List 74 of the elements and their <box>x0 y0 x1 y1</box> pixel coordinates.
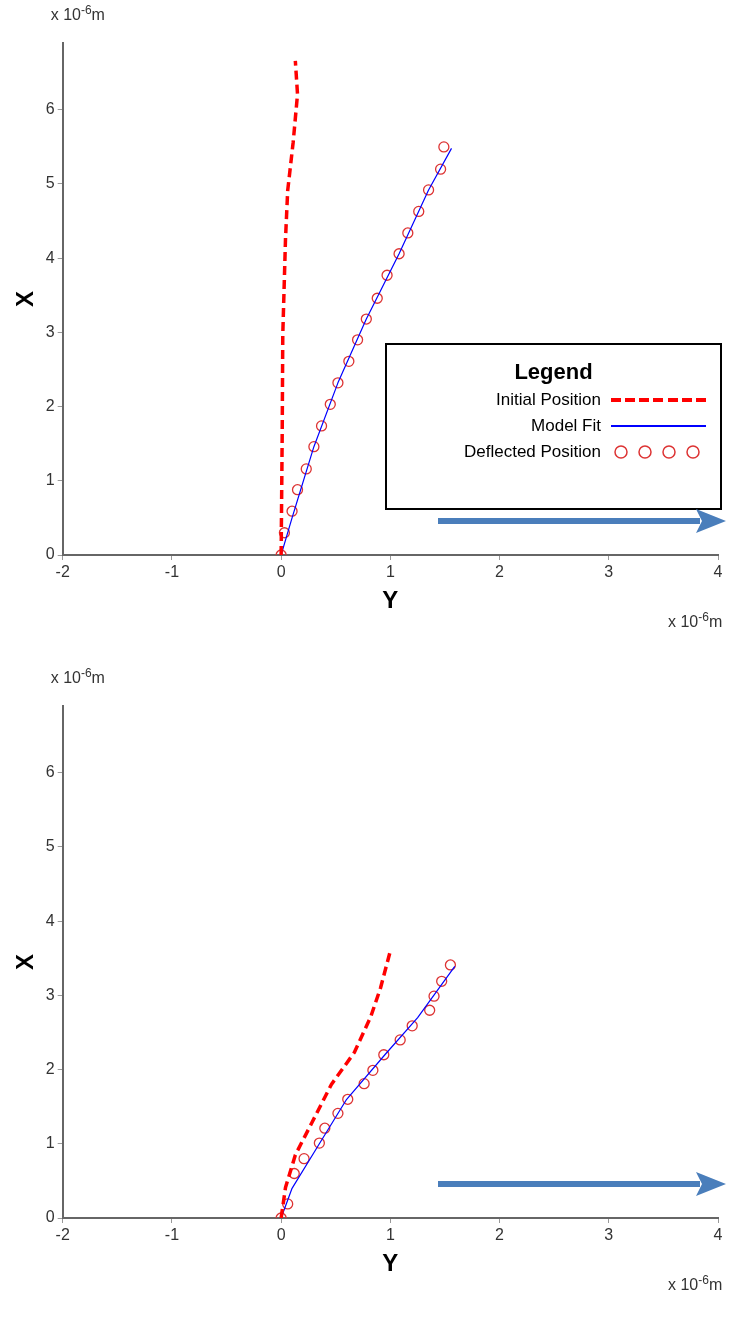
text: x 10$^{-6}$m <box>50 666 105 688</box>
point <box>371 292 383 304</box>
legend-label: Model Fit <box>531 416 601 436</box>
x-tick-label: 0 <box>276 563 286 581</box>
point <box>444 959 457 971</box>
y-tick-label: 3 <box>45 322 55 340</box>
legend-title: Legend <box>513 359 594 385</box>
y-tick-label: 0 <box>45 1208 55 1226</box>
x-tick-label: 4 <box>713 1226 723 1244</box>
point <box>286 505 298 517</box>
point <box>300 463 312 475</box>
point <box>282 1198 294 1210</box>
point <box>393 248 405 260</box>
point <box>358 1078 370 1090</box>
point <box>428 990 440 1002</box>
point <box>313 1137 326 1149</box>
point <box>342 1093 354 1105</box>
y-tick-label: 6 <box>45 763 55 781</box>
y-tick-label: 4 <box>45 911 55 929</box>
point <box>424 1004 436 1016</box>
y-tick-label: 0 <box>45 545 55 563</box>
point <box>360 313 372 325</box>
x-tick-label: -2 <box>55 563 70 581</box>
x-tick-label: 3 <box>604 1226 614 1244</box>
y-axis-title: X <box>11 953 39 971</box>
y-tick-label: 1 <box>45 471 55 489</box>
point <box>308 441 320 453</box>
point <box>278 527 291 539</box>
point <box>413 205 425 218</box>
x-axis-title: Y <box>382 1249 399 1277</box>
x-tick-label: 1 <box>385 1226 395 1244</box>
point <box>332 1107 344 1120</box>
text: x 10$^{-6}$m <box>668 610 723 632</box>
point <box>434 163 447 175</box>
y-tick-label: 6 <box>45 100 55 118</box>
point <box>351 334 364 346</box>
x-tick-label: 2 <box>495 563 505 581</box>
point <box>438 141 450 153</box>
point <box>367 1064 379 1076</box>
legend-label: Deflected Position <box>463 442 601 462</box>
point <box>298 1152 310 1165</box>
point <box>324 398 336 411</box>
point <box>394 1034 406 1046</box>
point <box>332 377 344 389</box>
x-tick-label: 3 <box>604 563 614 581</box>
point <box>315 420 328 432</box>
x-axis-title: Y <box>382 586 399 614</box>
y-tick-label: 1 <box>45 1134 55 1152</box>
x-tick-label: 0 <box>276 1226 286 1244</box>
y-tick-label: 4 <box>45 248 55 266</box>
point <box>406 1020 418 1032</box>
x-tick-label: 1 <box>385 563 395 581</box>
y-tick-label: 3 <box>45 985 55 1003</box>
y-axis-title: X <box>11 290 39 308</box>
y-tick-label: 2 <box>45 397 55 414</box>
point <box>402 227 414 239</box>
x-tick-label: -1 <box>164 563 180 581</box>
x-tick-label: 4 <box>713 563 723 581</box>
point <box>436 975 448 987</box>
legend-label: Initial Position <box>496 390 601 410</box>
point <box>422 184 435 196</box>
point <box>319 1122 331 1134</box>
text: x 10$^{-6}$m <box>668 1273 723 1295</box>
y-tick-label: 5 <box>45 174 55 192</box>
point <box>343 355 355 367</box>
x-tick-label: 2 <box>495 1226 505 1244</box>
text: x 10$^{-6}$m <box>50 3 105 25</box>
y-tick-label: 2 <box>45 1060 55 1077</box>
y-tick-label: 5 <box>45 837 55 855</box>
x-tick-label: -2 <box>55 1226 70 1244</box>
point <box>291 484 304 496</box>
point <box>381 269 393 281</box>
point <box>378 1049 390 1061</box>
x-tick-label: -1 <box>164 1226 180 1244</box>
